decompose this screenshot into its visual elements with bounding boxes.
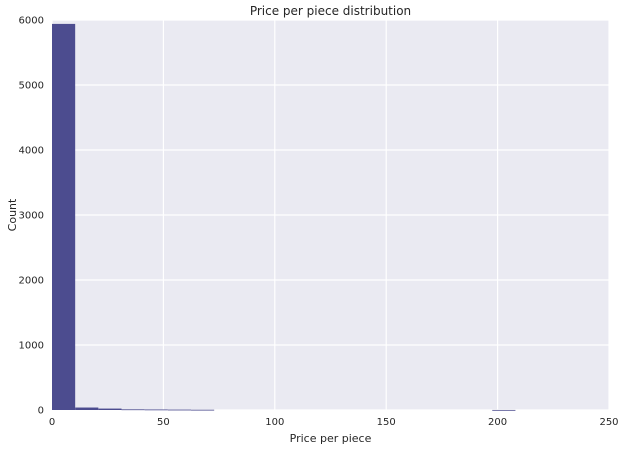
x-tick-label: 250 xyxy=(599,417,618,428)
histogram-bar xyxy=(144,409,168,411)
x-tick-label: 50 xyxy=(157,417,170,428)
y-tick-label: 2000 xyxy=(19,276,44,287)
grid-lines xyxy=(51,19,610,411)
x-tick-label: 150 xyxy=(377,417,396,428)
y-axis-label: Count xyxy=(6,198,19,231)
histogram-bar xyxy=(191,409,215,411)
y-tick-label: 6000 xyxy=(19,16,44,27)
histogram-bar xyxy=(121,409,145,411)
histogram-bar xyxy=(52,23,76,411)
histogram-bars xyxy=(52,23,516,411)
y-axis-ticks: 0 1000 2000 3000 4000 5000 6000 xyxy=(19,16,44,417)
histogram-bar xyxy=(492,409,516,411)
x-tick-label: 200 xyxy=(488,417,507,428)
y-tick-label: 4000 xyxy=(19,146,44,157)
chart-title: Price per piece distribution xyxy=(250,4,411,18)
y-tick-label: 5000 xyxy=(19,81,44,92)
x-tick-label: 0 xyxy=(49,417,55,428)
y-tick-label: 3000 xyxy=(19,211,44,222)
x-axis-ticks: 0 50 100 150 200 250 xyxy=(49,417,619,428)
y-tick-label: 0 xyxy=(38,406,44,417)
x-axis-label: Price per piece xyxy=(290,432,372,445)
x-tick-label: 100 xyxy=(265,417,284,428)
histogram-bar xyxy=(167,409,192,411)
y-tick-label: 1000 xyxy=(19,341,44,352)
histogram-bar xyxy=(75,407,99,410)
histogram-bar xyxy=(98,408,122,410)
